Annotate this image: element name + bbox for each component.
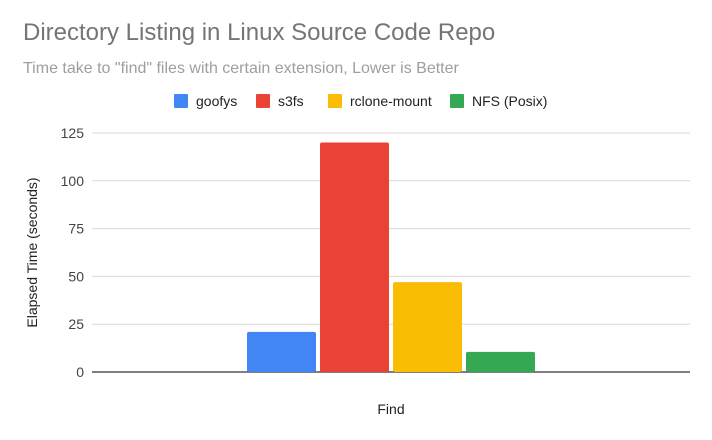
y-tick-label: 25 <box>68 316 84 332</box>
legend-label-s3fs: s3fs <box>278 93 304 109</box>
chart-title: Directory Listing in Linux Source Code R… <box>23 19 496 46</box>
y-tick-label: 100 <box>61 173 85 189</box>
legend-swatch-s3fs <box>256 94 270 108</box>
bar-s3fs <box>320 142 389 372</box>
bar-goofys <box>247 331 316 372</box>
y-tick-label: 50 <box>68 268 84 284</box>
legend-label-rclone-mount: rclone-mount <box>350 93 432 109</box>
legend-swatch-goofys <box>174 94 188 108</box>
y-tick-label: 0 <box>76 364 84 380</box>
x-category-label: Find <box>377 401 404 417</box>
legend-swatch-nfs-posix <box>450 94 464 108</box>
y-axis-label: Elapsed Time (seconds) <box>24 177 40 327</box>
bar-rclone-mount <box>393 282 462 372</box>
y-tick-label: 125 <box>61 125 85 141</box>
legend-label-goofys: goofys <box>196 93 237 109</box>
legend-label-nfs-posix: NFS (Posix) <box>472 93 547 109</box>
legend-swatch-rclone-mount <box>328 94 342 108</box>
chart-subtitle: Time take to "find" files with certain e… <box>23 60 459 77</box>
bar-nfs-posix <box>466 351 535 372</box>
y-tick-label: 75 <box>68 221 84 237</box>
